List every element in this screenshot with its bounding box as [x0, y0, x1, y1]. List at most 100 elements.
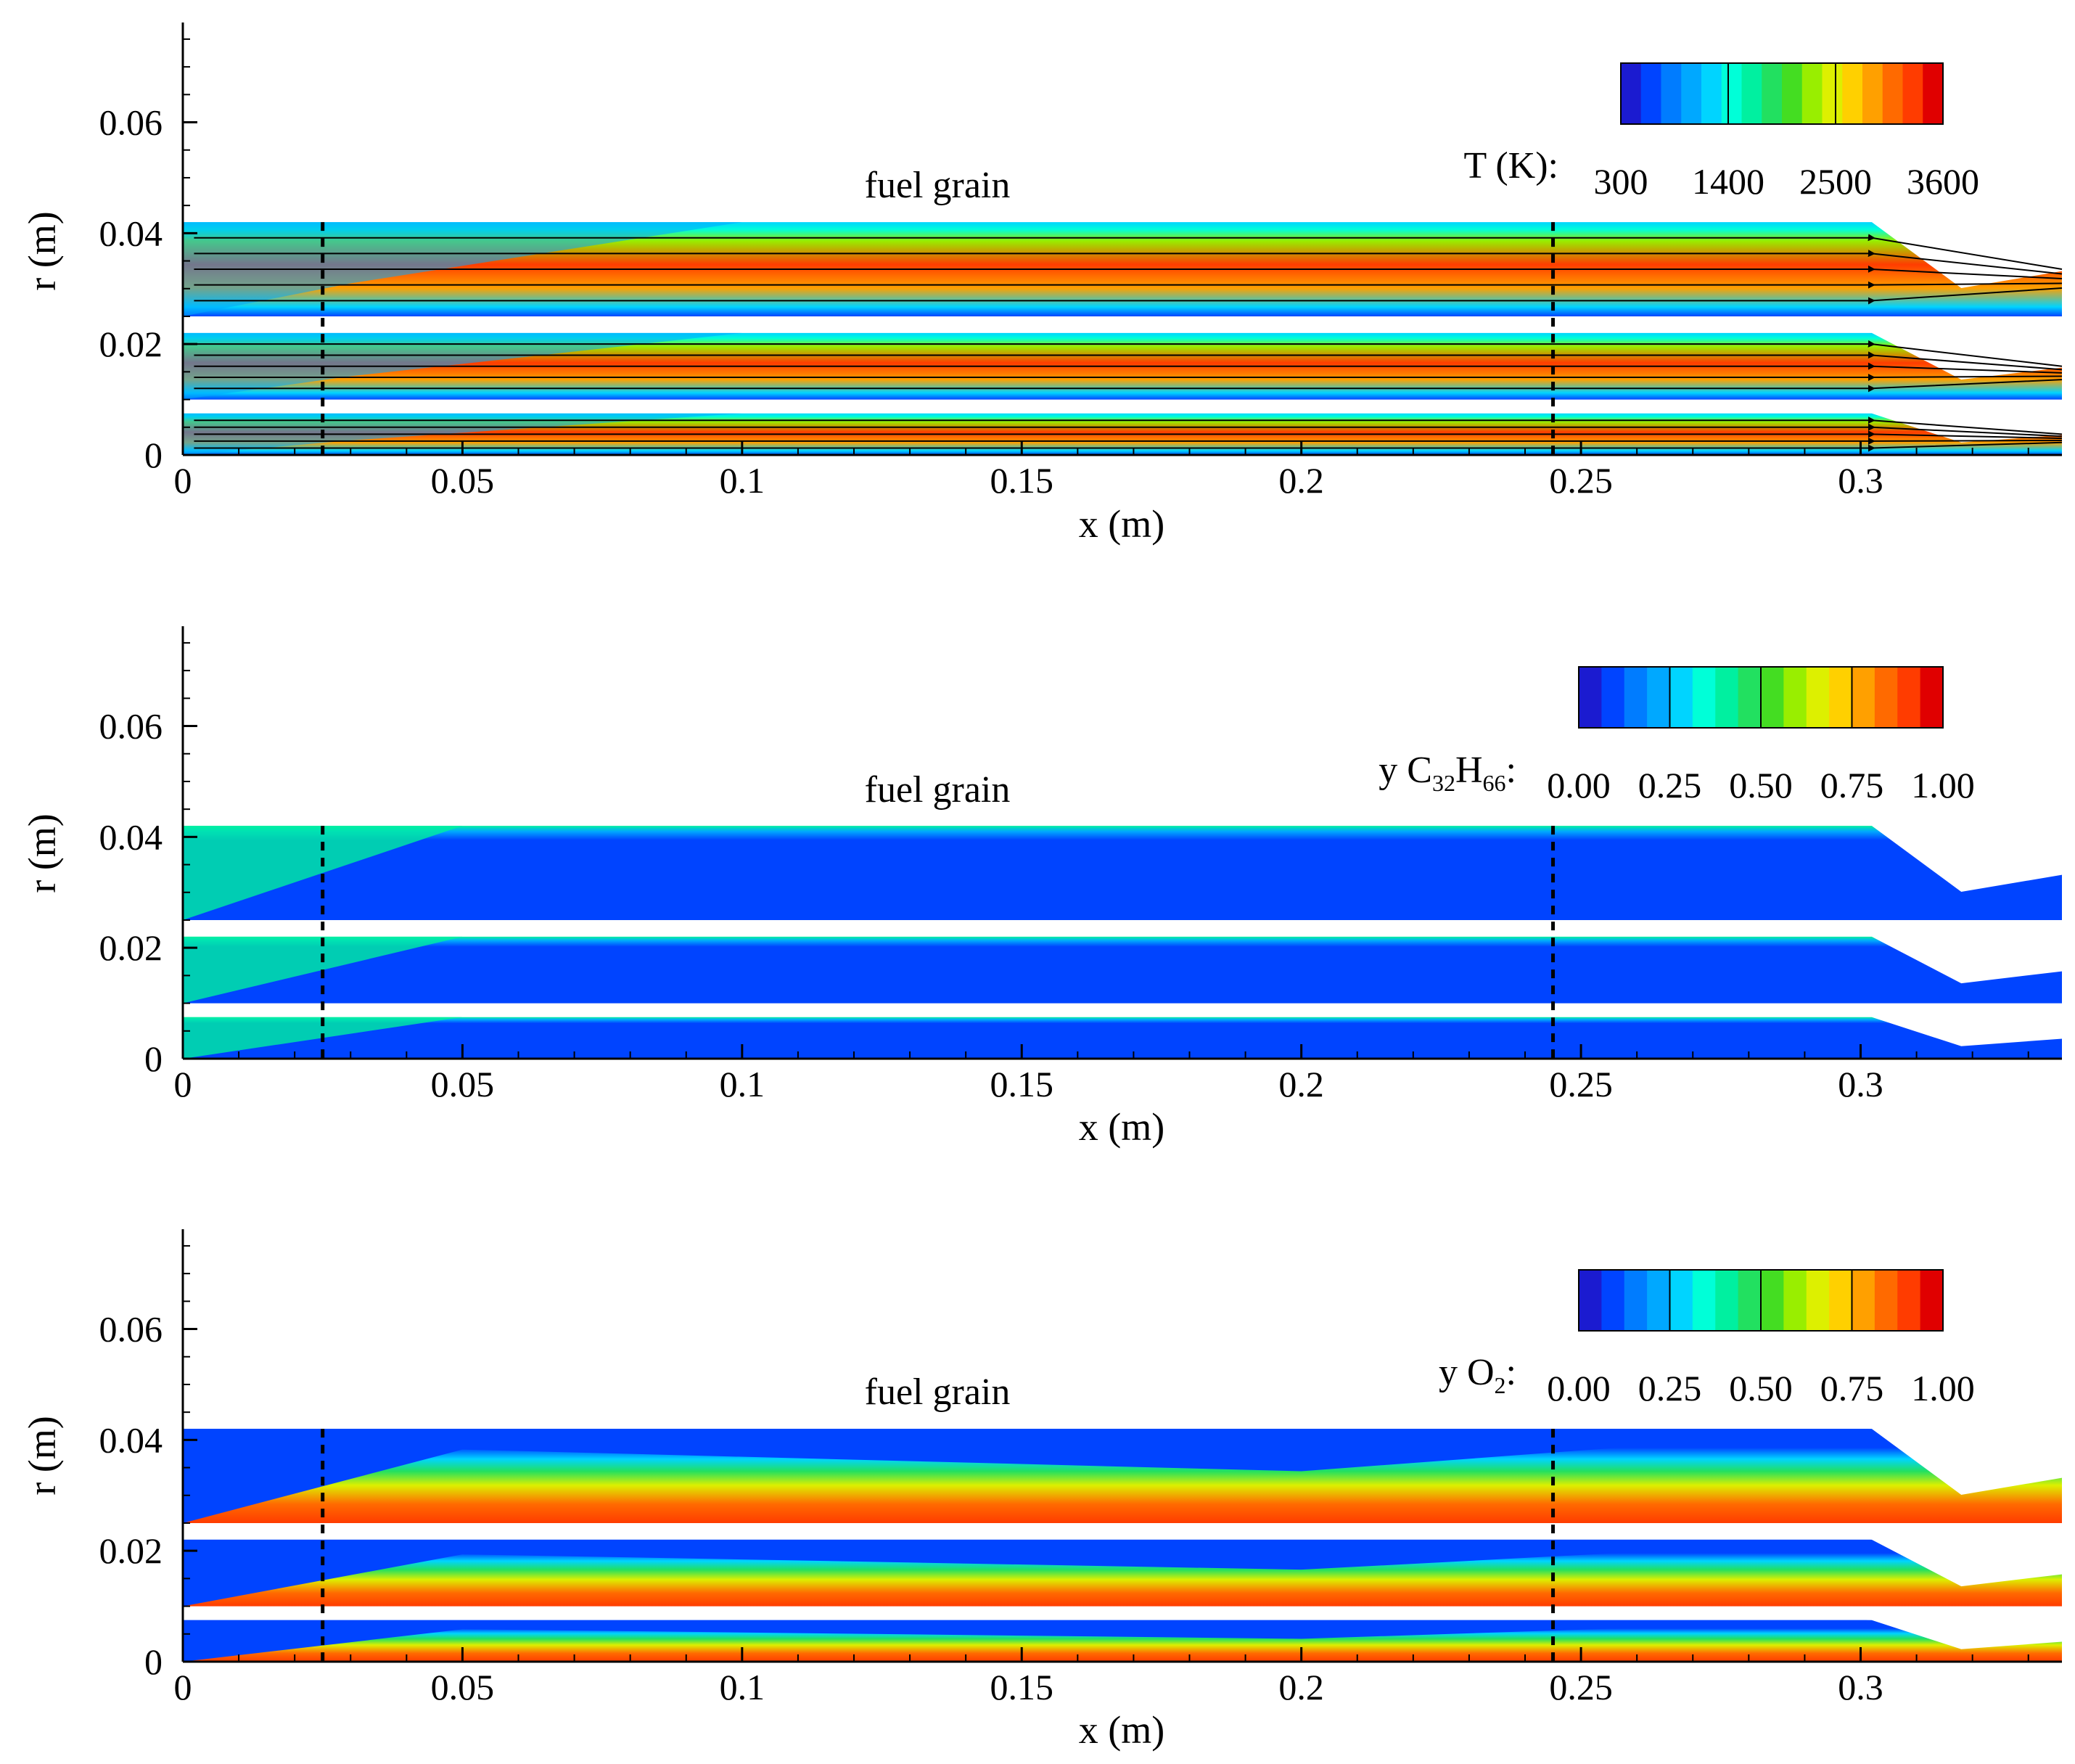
x-tick-label: 0.15: [990, 1064, 1054, 1104]
legend-label: T (K):: [1464, 145, 1558, 186]
y-tick-label: 0: [144, 1038, 163, 1079]
x-tick-label: 0.25: [1549, 1667, 1613, 1707]
fuel-grain-annotation: fuel grain: [865, 165, 1011, 206]
colorbar-swatch: [1579, 667, 1602, 728]
legend-sub2: 66: [1483, 770, 1506, 796]
panel-temperature: 0 0.05 0.1 0.15 0.2 0.25 0.3 0 0.02 0.04 0.06 fuel…: [20, 22, 2063, 546]
y-tick-label: 0.04: [99, 213, 163, 253]
y-tick-label: 0.04: [99, 816, 163, 857]
y-tick-label: 0: [144, 435, 163, 475]
colorbar-swatch: [1692, 667, 1716, 728]
oxygen-free-zone: [183, 1620, 1872, 1662]
colorbar-swatch: [1902, 63, 1923, 124]
colorbar-swatch: [1882, 63, 1903, 124]
y-tick-label: 0.02: [99, 927, 163, 968]
streamline: [194, 234, 2063, 271]
colorbar-swatch: [1829, 667, 1852, 728]
colorbar-swatch: [1852, 667, 1875, 728]
colorbar-tick-label: 0.25: [1638, 1368, 1702, 1408]
colorbar-swatch: [1874, 667, 1898, 728]
colorbar-swatch: [1897, 667, 1921, 728]
colorbar-swatch: [1801, 63, 1823, 124]
streamline: [194, 281, 2063, 289]
colorbar-swatch: [1822, 63, 1843, 124]
colorbar-tick-label: 300: [1594, 161, 1648, 202]
inlet-fuel-zone: [183, 826, 463, 920]
colorbar-swatch: [1601, 667, 1625, 728]
y-tick-label: 0.02: [99, 324, 163, 364]
colorbar-swatch: [1842, 63, 1863, 124]
colorbar-tick-label: 0.75: [1820, 765, 1884, 805]
x-tick-label: 0.2: [1278, 1667, 1324, 1707]
dashed-reference-lines: [321, 826, 1556, 1059]
x-tick-label: 0.05: [431, 1064, 495, 1104]
colorbar-swatch: [1783, 667, 1807, 728]
panel-fuel-fraction: 0 0.05 0.1 0.15 0.2 0.25 0.3 0 0.02 0.04 0.06 fuel…: [20, 626, 2062, 1149]
legend-fuel: y C32H66: 0.00 0.25 0.50 0.75 1.00: [1378, 666, 1975, 805]
colorbar: [1620, 62, 1944, 125]
x-tick-label: 0: [174, 1667, 192, 1707]
streamline: [194, 287, 2063, 305]
fuel-field: [183, 826, 2062, 1059]
legend-oxygen: y O2: 0.00 0.25 0.50 0.75 1.00: [1439, 1269, 1975, 1408]
colorbar-tick-label: 1.00: [1911, 1368, 1975, 1408]
x-axis-label: x (m): [1079, 1708, 1164, 1752]
colorbar-swatch: [1715, 1270, 1739, 1331]
colorbar-swatch: [1579, 1270, 1602, 1331]
colorbar-swatch: [1661, 63, 1682, 124]
colorbar-swatch: [1601, 1270, 1625, 1331]
colorbar-swatch: [1669, 1270, 1693, 1331]
colorbar-swatch: [1920, 1270, 1944, 1331]
colorbar: [1578, 1269, 1944, 1332]
colorbar-swatch: [1741, 63, 1762, 124]
legend-sub1: 32: [1432, 770, 1455, 796]
colorbar-swatch: [1923, 63, 1944, 124]
streamline: [194, 250, 2063, 275]
x-tick-label: 0.05: [431, 1667, 495, 1707]
legend-prefix: y C: [1378, 750, 1432, 791]
fuel-grain-annotation: fuel grain: [865, 1371, 1011, 1413]
colorbar-swatch: [1624, 1270, 1648, 1331]
colorbar-tick-label: 1.00: [1911, 765, 1975, 805]
colorbar-tick-label: 0.50: [1729, 1368, 1793, 1408]
colorbar-tick-label: 0.75: [1820, 1368, 1884, 1408]
streamline: [194, 340, 2063, 367]
y-tick-label: 0.04: [99, 1419, 163, 1460]
x-tick-label: 0.3: [1838, 1667, 1883, 1707]
streamlines: [194, 234, 2063, 452]
oxygen-free-zone: [183, 1429, 1872, 1523]
legend-suffix: :: [1506, 750, 1516, 791]
streamline: [194, 430, 2063, 440]
streamline: [194, 351, 2063, 371]
axes: 0 0.05 0.1 0.15 0.2 0.25 0.3 0 0.02 0.04 0.06: [99, 22, 2062, 501]
oxygen-free-zone: [183, 1539, 1872, 1607]
axes: 0 0.05 0.1 0.15 0.2 0.25 0.3 0 0.02 0.04 0.06: [99, 1229, 2062, 1707]
y-tick-label: 0: [144, 1641, 163, 1682]
streamline: [194, 441, 2063, 452]
x-tick-label: 0.05: [431, 460, 495, 501]
colorbar-swatch: [1761, 667, 1784, 728]
colorbar: [1578, 666, 1944, 729]
colorbar-swatch: [1624, 667, 1648, 728]
y-tick-label: 0.06: [99, 1309, 163, 1350]
colorbar-tick-label: 3600: [1907, 161, 1979, 202]
colorbar-tick-label: 0.25: [1638, 765, 1702, 805]
colorbar-swatch: [1738, 1270, 1762, 1331]
legend-label: y O2:: [1439, 1352, 1516, 1398]
colorbar-swatch: [1692, 1270, 1716, 1331]
colorbar-swatch: [1621, 63, 1642, 124]
colorbar-swatch: [1640, 63, 1661, 124]
colorbar-swatch: [1681, 63, 1702, 124]
recirculation-zone: [183, 413, 742, 455]
x-tick-label: 0.25: [1549, 460, 1613, 501]
oxygen-field: [183, 1429, 2062, 1662]
x-tick-label: 0.2: [1278, 1064, 1324, 1104]
x-tick-label: 0.2: [1278, 460, 1324, 501]
streamline: [194, 379, 2063, 393]
field-port-1: [183, 826, 2062, 920]
fuel-grain-annotation: fuel grain: [865, 769, 1011, 811]
colorbar-swatch: [1647, 1270, 1670, 1331]
colorbar-swatch: [1806, 1270, 1830, 1331]
colorbar-ticks: 0.00 0.25 0.50 0.75 1.00: [1547, 1270, 1975, 1408]
